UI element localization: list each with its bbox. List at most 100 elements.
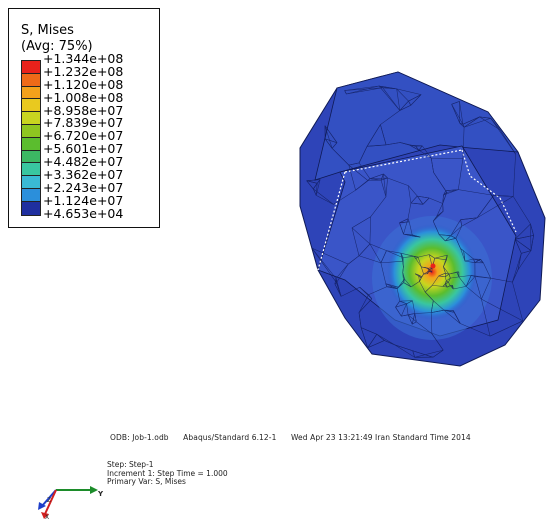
mesh-edge — [382, 87, 401, 111]
mesh-edge — [512, 253, 522, 283]
mesh-edge — [429, 254, 435, 259]
mesh-edge — [402, 257, 404, 268]
mesh-edge — [385, 283, 398, 289]
mesh-lines — [306, 85, 534, 358]
mesh-edge — [410, 195, 418, 204]
mesh-edge — [313, 188, 317, 196]
mesh-edge — [499, 129, 516, 155]
solver-version: Abaqus/Standard 6.12-1 — [183, 433, 277, 442]
mesh-edge — [399, 218, 409, 224]
mesh-edge — [460, 248, 466, 262]
legend-value-labels: +1.344e+08 +1.232e+08 +1.120e+08 +1.008e+08… — [43, 51, 124, 221]
mesh-edge — [367, 340, 385, 349]
mesh-edge — [445, 189, 459, 191]
mesh-edge — [311, 247, 337, 283]
mesh-edge — [448, 271, 457, 275]
legend-swatch — [22, 188, 40, 202]
mesh-edge — [415, 256, 419, 259]
mesh-edge — [385, 177, 388, 197]
legend-value-label: +6.720e+07 — [43, 128, 124, 144]
mesh-edge — [396, 288, 400, 302]
pocket-edge — [461, 149, 501, 199]
mesh-edge — [430, 158, 434, 173]
legend-swatch — [22, 73, 40, 87]
mesh-edge — [316, 195, 334, 205]
mesh-edge — [456, 271, 460, 278]
legend-value-label: +5.601e+07 — [43, 141, 124, 157]
mesh-edge — [466, 286, 482, 300]
mesh-edge — [417, 195, 430, 199]
legend-value-label: +1.344e+08 — [43, 51, 124, 66]
mesh-edge — [306, 179, 321, 181]
mesh-edge — [512, 269, 519, 283]
mesh-edge — [476, 196, 514, 219]
mesh-edge — [453, 286, 467, 290]
mesh-edge — [358, 255, 381, 264]
mesh-edge — [418, 254, 430, 258]
mesh-edge — [464, 260, 475, 263]
mesh-edge — [474, 276, 482, 300]
mesh-edge — [452, 310, 461, 324]
legend-value-label: +2.243e+07 — [43, 179, 124, 195]
mesh-edge — [512, 282, 524, 321]
mesh-edge — [446, 277, 451, 282]
mesh-edge — [481, 278, 491, 300]
mesh-edge — [406, 303, 409, 315]
mesh-edge — [380, 262, 387, 284]
mesh-edge — [408, 185, 412, 204]
mesh-edge — [443, 189, 459, 196]
mesh-edge — [490, 277, 513, 283]
mesh-edge — [415, 258, 422, 268]
legend-value-label: +7.839e+07 — [43, 115, 124, 131]
mesh-edge — [360, 327, 368, 348]
mesh-edge — [381, 177, 388, 181]
mesh-edge — [410, 202, 424, 205]
mesh-edge — [399, 100, 409, 111]
mesh-edge — [462, 127, 465, 159]
mesh-edge — [442, 194, 444, 204]
mesh-edge — [458, 276, 467, 287]
mesh-edge — [444, 284, 448, 288]
legend-value-label: +3.362e+07 — [43, 167, 124, 183]
mesh-edge — [439, 234, 446, 242]
mesh-edge — [351, 227, 371, 245]
triad-x-label: X — [45, 514, 49, 519]
mesh-edge — [315, 183, 318, 196]
legend-color-bar — [21, 60, 41, 216]
mesh-edge — [383, 173, 388, 179]
mesh-edge — [400, 253, 404, 258]
mesh-edge — [450, 235, 457, 239]
mesh-edge — [306, 180, 318, 184]
coordinate-triad: Y Z X — [38, 486, 104, 519]
mesh-part[interactable] — [299, 71, 546, 367]
mesh-edge — [402, 256, 415, 258]
legend-swatch — [22, 150, 40, 164]
mesh-edge — [421, 266, 426, 268]
mesh-edge — [443, 266, 446, 274]
mesh-edge — [439, 234, 451, 236]
step-info: Step: Step-1 Increment 1: Step Time = 1.… — [107, 460, 228, 487]
mesh-edge — [380, 110, 400, 125]
mesh-edge — [458, 158, 464, 190]
mesh-edge — [394, 344, 415, 358]
mesh-edge — [515, 235, 534, 240]
mesh-edge — [452, 285, 454, 290]
triad-z-label: Z — [47, 497, 51, 504]
mesh-edge — [458, 189, 494, 196]
mesh-edge — [324, 125, 333, 149]
mesh-edge — [463, 250, 474, 260]
mesh-edge — [410, 94, 422, 106]
mesh-edge — [483, 262, 491, 279]
legend-swatch — [22, 112, 40, 125]
mesh-edge — [460, 219, 463, 227]
odb-info-line: ODB: Job-1.odb Abaqus/Standard 6.12-1 We… — [110, 433, 483, 442]
mesh-edge — [403, 218, 409, 235]
mesh-edge — [367, 179, 382, 181]
mesh-edge — [425, 267, 430, 270]
mesh-edge — [448, 274, 451, 279]
mesh-edge — [432, 221, 440, 235]
primary-variable: Primary Var: S, Mises — [107, 477, 186, 486]
mesh-edge — [386, 250, 404, 258]
mesh-edge — [412, 321, 417, 325]
